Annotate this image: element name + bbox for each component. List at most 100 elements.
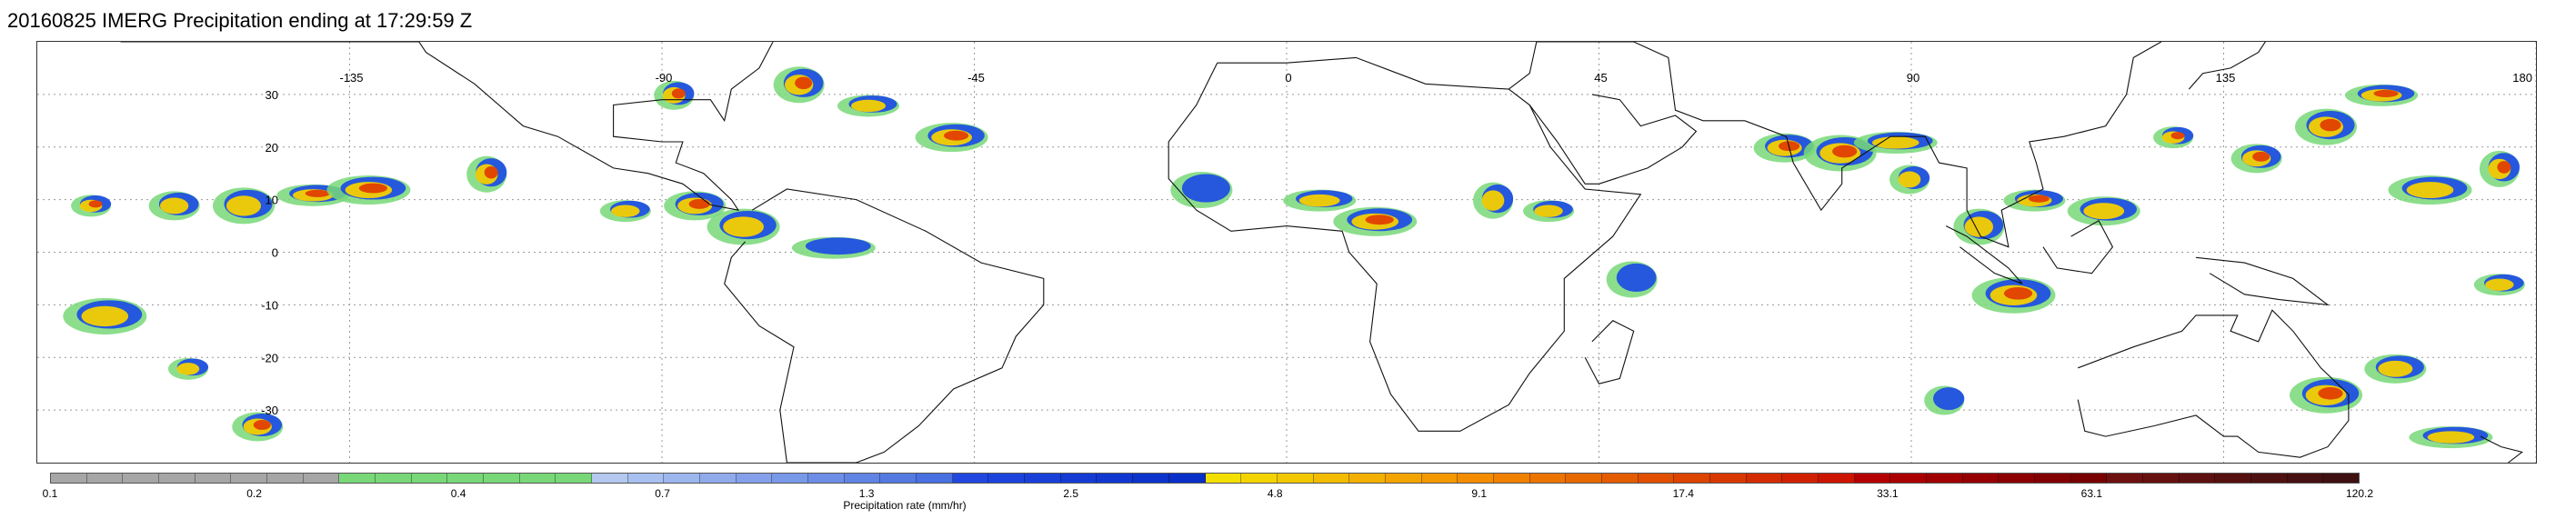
precip-contour [805,237,871,255]
precip-contour [2003,287,2033,300]
colorbar-segment [1277,474,1314,483]
colorbar-tick-label: 9.1 [1471,487,1488,500]
colorbar-segment [123,474,160,483]
colorbar-segment [736,474,773,483]
colorbar-segment [1638,474,1675,483]
longitude-tick-label: -90 [656,71,673,85]
precip-contour [159,197,189,215]
precip-cell [2479,150,2520,187]
colorbar-segment [231,474,268,483]
colorbar-segment [2215,474,2251,483]
precip-contour [795,76,813,90]
colorbar-segment [1060,474,1098,483]
precip-cell [2003,189,2066,212]
colorbar-segment [2107,474,2143,483]
colorbar-segment [1926,474,1963,483]
precip-cell [707,208,780,245]
latitude-tick-label: 10 [266,194,278,207]
longitude-tick-label: 90 [1907,71,1919,85]
precip-cell [1523,200,1575,223]
precip-cell [837,95,899,117]
colorbar-segment [1458,474,1494,483]
colorbar-tick-label: 63.1 [2080,487,2103,500]
precip-contour [253,420,271,430]
colorbar-axis-label: Precipitation rate (mm/hr) [843,499,967,512]
colorbar-segment [1168,474,1206,483]
precip-contour [1298,194,1340,207]
longitude-tick-label: -45 [967,71,985,85]
colorbar-segment [952,474,989,483]
precip-cell [2290,376,2362,414]
precip-cell [2153,126,2194,149]
colorbar-segment [339,474,376,483]
precip-cell [2295,108,2357,145]
precip-contour [1898,171,1921,188]
coastline-new-guinea [2195,256,2330,306]
precip-cell [2388,175,2472,205]
precip-cell [213,187,275,225]
precip-contour [1365,215,1394,225]
precip-contour [2485,278,2514,291]
colorbar-segment [411,474,448,483]
colorbar-tick-label: 4.8 [1267,487,1283,500]
coastline-japan [2188,42,2266,90]
precip-cell [599,200,651,223]
colorbar-segment [2070,474,2108,483]
precip-cell [232,412,284,442]
colorbar-segment [1854,474,1891,483]
precip-contour [2083,203,2125,220]
colorbar-segment [627,474,665,483]
colorbar-segment [1709,474,1747,483]
colorbar-segment [772,474,809,483]
precip-cell [1924,385,1965,415]
colorbar-segment [664,474,701,483]
precip-cell [2230,144,2282,174]
colorbar-segment [2323,474,2359,483]
precip-cell [71,195,112,217]
precip-contour [1871,136,1919,149]
precipitation-map: -135 -90 -45 0 45 90 135 180 30 20 10 0 -10 -20 -30 [36,41,2537,464]
colorbar-segment [159,474,195,483]
longitude-tick-label: 0 [1285,71,1291,85]
colorbar-tick-label: 120.2 [2345,487,2374,500]
colorbar-segment [592,474,628,483]
precip-contour [2252,151,2270,162]
colorbar-segment [1782,474,1819,483]
colorbar-segment [1421,474,1458,483]
colorbar-segment [1818,474,1855,483]
latitude-tick-label: -30 [261,404,278,417]
colorbar-segment [1962,474,2000,483]
colorbar-segment [1529,474,1567,483]
colorbar-strip [50,473,2360,484]
colorbar-segment [51,474,87,483]
colorbar-segment [2034,474,2071,483]
precip-contour [944,130,969,141]
precip-contour [88,200,103,208]
colorbar-segment [1025,474,1061,483]
colorbar-segment [1999,474,2035,483]
precip-contour [2373,89,2399,97]
colorbar-segment [1566,474,1602,483]
precip-cell [326,175,411,205]
precip-cell [1853,131,1938,154]
precip-cell [1283,189,1357,212]
precip-contour [723,216,764,237]
colorbar-segment [1241,474,1278,483]
colorbar-segment [2250,474,2288,483]
precip-cell [148,191,200,221]
coastline-borneo [2042,220,2114,274]
precip-contour [176,363,200,375]
precip-cell [2473,274,2525,296]
colorbar-segment [880,474,917,483]
longitude-tick-label: 45 [1594,71,1607,85]
colorbar-segment [556,474,593,483]
colorbar-segment [1097,474,1134,483]
precip-contour [671,88,686,99]
precip-cell [654,80,695,110]
colorbar-segment [1746,474,1783,483]
map-canvas: -135 -90 -45 0 45 90 135 180 30 20 10 0 -10 -20 -30 [37,42,2536,463]
coastline-arabia [1529,94,1698,185]
precip-contour [305,189,330,197]
colorbar-segment [844,474,881,483]
precip-contour [850,99,887,113]
